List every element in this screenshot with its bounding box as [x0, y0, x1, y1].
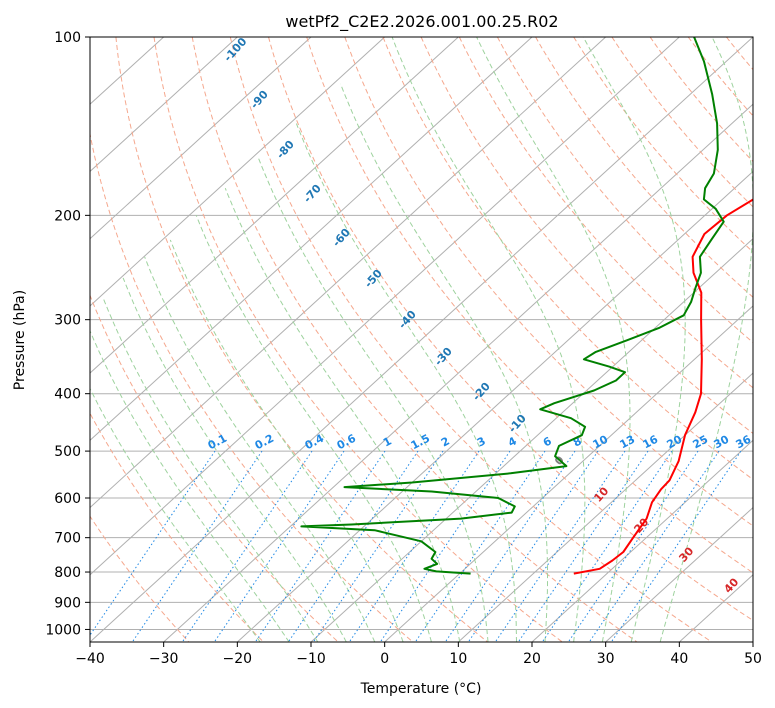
isotherm-line	[163, 103, 753, 642]
dry-adiabat-line	[191, 37, 638, 642]
dry-adiabat-line	[649, 37, 753, 163]
profile-line	[300, 37, 725, 575]
moist-adiabat-line	[169, 239, 404, 642]
moist-adiabat-line	[122, 277, 347, 642]
dry-adiabat-line	[382, 37, 753, 481]
mixing-ratio-label: 10	[591, 433, 611, 452]
axes: −40 −30 −20 −10 0 10 20 30 40 50 100 200 300 400 500 60…	[45, 30, 762, 667]
isotherm-line	[236, 170, 753, 642]
y-tick-label: 200	[54, 208, 81, 224]
dry-adiabat-line	[344, 37, 753, 527]
mixing-ratio-line	[181, 450, 313, 642]
x-tick-label: −40	[75, 651, 105, 667]
mixing-ratio-line	[213, 450, 345, 642]
mixing-ratio-line	[588, 450, 720, 642]
moist-adiabat-line	[582, 37, 686, 642]
mixing-ratio-line	[287, 450, 419, 642]
mixing-ratio-line	[567, 450, 699, 642]
moist-adiabat-line	[340, 83, 548, 642]
mixing-ratio-line	[517, 450, 649, 642]
y-axis-label: Pressure (hPa)	[12, 290, 28, 390]
dry-adiabat-line	[496, 37, 753, 344]
x-tick-label: −20	[223, 651, 253, 667]
mixing-ratio-line	[610, 450, 742, 642]
y-tick-label: 600	[54, 491, 81, 507]
mixing-ratio-line	[90, 450, 216, 636]
x-axis-label: Temperature (°C)	[360, 681, 482, 697]
isotherm-line	[90, 37, 238, 173]
x-tick-label: −30	[149, 651, 179, 667]
y-tick-label: 800	[54, 565, 81, 581]
x-tick-label: 50	[744, 651, 762, 667]
profile-line	[573, 198, 753, 575]
dry-adiabat-line	[573, 37, 753, 253]
isotherm-line	[384, 305, 753, 642]
y-tick-label: 400	[54, 387, 81, 403]
moist-adiabat-line	[144, 256, 376, 642]
plot-frame	[89, 36, 754, 643]
moist-adiabat-line	[90, 387, 261, 642]
y-tick-label: 100	[54, 30, 81, 46]
isotherm-line	[90, 37, 607, 509]
x-tick-label: 30	[597, 651, 615, 667]
mixing-ratio-line	[379, 450, 511, 642]
mixing-ratio-line	[131, 450, 263, 642]
isotherm-line	[457, 372, 753, 642]
moist-adiabat-line	[391, 37, 586, 642]
mixing-ratio-line	[312, 450, 444, 642]
mixing-ratio-label: 25	[691, 433, 711, 452]
moist-adiabat-line	[102, 297, 319, 642]
mixing-ratio-label: 13	[618, 433, 638, 452]
dry-adiabat-line	[306, 37, 753, 574]
moist-adiabat-line	[295, 123, 517, 642]
mixing-ratio-line	[467, 450, 599, 642]
x-tick-label: 10	[449, 651, 467, 667]
x-tick-label: −10	[296, 651, 326, 667]
mixing-ratio-line	[254, 450, 386, 642]
chart-title: wetPf2_C2E2.2026.001.00.25.R02	[285, 12, 558, 32]
dry-adiabat-line	[268, 37, 753, 622]
isotherm-line	[90, 37, 459, 374]
moist-adiabat-line	[224, 188, 461, 642]
mixing-ratio-line	[414, 450, 546, 642]
dry-adiabat-line	[535, 37, 753, 298]
isotherm-line	[90, 37, 680, 576]
dry-adiabat-line	[115, 37, 488, 642]
y-tick-label: 700	[54, 531, 81, 547]
moist-adiabat-line	[476, 37, 631, 642]
isotherm-line	[531, 439, 753, 642]
y-tick-label: 500	[54, 444, 81, 460]
isotherm-line	[605, 506, 753, 642]
dry-adiabat-line	[90, 293, 339, 642]
isotherm-line	[90, 37, 386, 307]
x-tick-label: 40	[670, 651, 688, 667]
x-tick-label: 20	[523, 651, 541, 667]
mixing-ratio-label: 20	[665, 433, 685, 452]
moist-adiabat-line	[195, 215, 432, 642]
y-tick-label: 900	[54, 595, 81, 611]
moist-adiabat-line	[257, 157, 489, 642]
dry-adiabat-line	[229, 37, 712, 642]
dry-adiabat-line	[90, 131, 414, 642]
mixing-ratio-label: 36	[734, 433, 754, 452]
dry-adiabat-line	[458, 37, 753, 389]
mixing-ratio-line	[444, 450, 576, 642]
y-tick-label: 300	[54, 313, 81, 329]
moist-adiabat-line	[659, 37, 753, 642]
x-tick-label: 0	[380, 651, 389, 667]
mixing-ratio-line	[494, 450, 626, 642]
isotherm-line	[90, 37, 312, 240]
mixing-ratio-label: 30	[712, 433, 732, 452]
dry-adiabat-line	[420, 37, 753, 435]
background-lines	[90, 37, 753, 642]
mixing-ratio-line	[541, 450, 673, 642]
dry-adiabat-line	[90, 412, 264, 642]
isotherm-line	[90, 37, 533, 442]
mixing-ratio-line	[348, 450, 480, 642]
mixing-ratio-label: 16	[641, 433, 661, 452]
y-tick-label: 1000	[45, 622, 81, 638]
profiles	[300, 37, 753, 575]
